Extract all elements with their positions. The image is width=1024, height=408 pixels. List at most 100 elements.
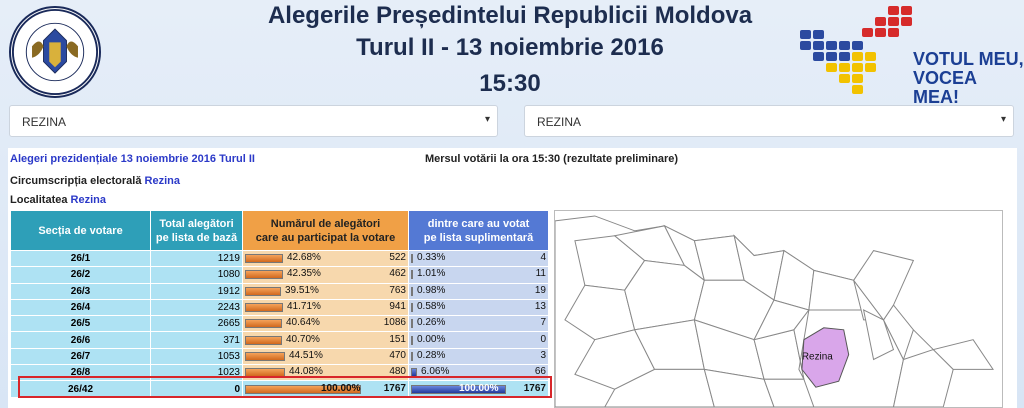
table-row[interactable]: 26/3 1912 39.51% 763 0.98% 19 bbox=[10, 282, 549, 300]
cell-total: 371 bbox=[150, 331, 243, 349]
col-header-supplementary[interactable]: dintre care au votat pe lista suplimentar… bbox=[408, 210, 549, 251]
progress-label: Mersul votării la ora 15:30 (rezultate p… bbox=[425, 153, 679, 165]
district-map[interactable]: Rezina bbox=[554, 210, 1003, 408]
cell-total: 2665 bbox=[150, 315, 243, 333]
supplementary-count: 13 bbox=[534, 301, 546, 313]
participation-pct: 40.64% bbox=[286, 317, 320, 329]
participation-bar bbox=[245, 335, 282, 345]
cell-participants: 42.35% 462 bbox=[242, 266, 409, 284]
supplementary-bar bbox=[411, 335, 413, 345]
dropdown-arrow-icon: ▾ bbox=[484, 114, 490, 125]
cell-supplementary: 100.00% 1767 bbox=[408, 380, 549, 398]
cell-supplementary: 0.58% 13 bbox=[408, 298, 549, 317]
supplementary-pct: 0.28% bbox=[417, 349, 446, 361]
supplementary-bar bbox=[411, 286, 413, 296]
total-row-highlight bbox=[18, 376, 552, 398]
cell-participants: 42.68% 522 bbox=[242, 249, 409, 268]
locality-info: Localitatea Rezina bbox=[10, 194, 106, 206]
cell-participants: 41.71% 941 bbox=[242, 298, 409, 317]
page-subtitle: Turul II - 13 noiembrie 2016 bbox=[356, 34, 664, 61]
cell-supplementary: 1.01% 11 bbox=[408, 266, 549, 284]
participation-bar bbox=[245, 303, 283, 313]
supplementary-bar bbox=[411, 351, 413, 361]
participation-pct: 100.00% bbox=[321, 382, 361, 394]
participation-bar bbox=[245, 319, 282, 329]
cell-section[interactable]: 26/4 bbox=[10, 298, 151, 317]
table-row[interactable]: 26/2 1080 42.35% 462 1.01% 11 bbox=[10, 266, 549, 284]
participation-bar bbox=[245, 286, 281, 296]
supplementary-pct: 0.33% bbox=[417, 252, 446, 264]
supplementary-pct: 0.00% bbox=[417, 333, 446, 345]
cell-participants: 40.70% 151 bbox=[242, 331, 409, 349]
participation-pct: 42.35% bbox=[287, 268, 321, 280]
dropdown-arrow-icon: ▾ bbox=[1000, 114, 1006, 125]
logo-slogan: VOTUL MEU, VOCEA MEA! bbox=[913, 49, 1024, 107]
table-row[interactable]: 26/6 371 40.70% 151 0.00% 0 bbox=[10, 331, 549, 349]
cell-participants: 40.64% 1086 bbox=[242, 315, 409, 333]
cell-section[interactable]: 26/2 bbox=[10, 266, 151, 284]
rezina-map-label: Rezina bbox=[802, 352, 833, 363]
participation-count: 151 bbox=[389, 333, 406, 345]
supplementary-count: 0 bbox=[540, 333, 546, 345]
participation-count: 763 bbox=[389, 284, 406, 296]
participation-pct: 41.71% bbox=[287, 301, 321, 313]
table-row[interactable]: 26/5 2665 40.64% 1086 0.26% 7 bbox=[10, 315, 549, 333]
votul-meu-logo-icon[interactable] bbox=[798, 4, 1018, 98]
cell-section[interactable]: 26/5 bbox=[10, 315, 151, 333]
supplementary-count: 19 bbox=[534, 284, 546, 296]
cell-section[interactable]: 26/1 bbox=[10, 249, 151, 268]
participation-bar bbox=[245, 384, 361, 394]
col-header-section[interactable]: Secția de votare bbox=[10, 210, 151, 251]
results-table: Secția de votare Total alegători pe lista… bbox=[10, 210, 549, 398]
participation-count: 470 bbox=[389, 349, 406, 361]
cell-total: 1080 bbox=[150, 266, 243, 284]
cell-section[interactable]: 26/7 bbox=[10, 347, 151, 366]
supplementary-bar bbox=[411, 303, 413, 313]
supplementary-bar bbox=[411, 270, 413, 280]
locality-select[interactable]: REZINA ▾ bbox=[524, 105, 1014, 137]
participation-count: 941 bbox=[389, 301, 406, 313]
supplementary-count: 1767 bbox=[523, 382, 546, 394]
cell-participants: 39.51% 763 bbox=[242, 282, 409, 300]
supplementary-bar bbox=[411, 319, 413, 329]
table-row[interactable]: 26/1 1219 42.68% 522 0.33% 4 bbox=[10, 249, 549, 268]
supplementary-pct: 0.26% bbox=[417, 317, 446, 329]
cell-section[interactable]: 26/6 bbox=[10, 331, 151, 349]
participation-pct: 44.08% bbox=[289, 366, 323, 378]
cell-section[interactable]: 26/3 bbox=[10, 282, 151, 300]
participation-count: 462 bbox=[389, 268, 406, 280]
supplementary-count: 3 bbox=[540, 349, 546, 361]
col-header-participants[interactable]: Numărul de alegători care au participat l… bbox=[242, 210, 409, 251]
supplementary-pct: 6.06% bbox=[421, 366, 450, 378]
participation-bar bbox=[245, 270, 283, 280]
cell-participants: 44.51% 470 bbox=[242, 347, 409, 366]
supplementary-bar bbox=[411, 254, 413, 264]
supplementary-pct: 1.01% bbox=[417, 268, 446, 280]
page-header: Alegerile Președintelui Republicii Moldo… bbox=[0, 0, 1024, 107]
cell-supplementary: 0.33% 4 bbox=[408, 249, 549, 268]
participation-count: 1767 bbox=[383, 382, 406, 394]
cell-total: 1912 bbox=[150, 282, 243, 300]
participation-pct: 42.68% bbox=[287, 252, 321, 264]
cell-supplementary: 0.00% 0 bbox=[408, 331, 549, 349]
supplementary-count: 7 bbox=[540, 317, 546, 329]
cec-seal-icon[interactable] bbox=[9, 6, 101, 98]
table-row[interactable]: 26/4 2243 41.71% 941 0.58% 13 bbox=[10, 298, 549, 317]
cell-supplementary: 0.28% 3 bbox=[408, 347, 549, 366]
col-header-total[interactable]: Total alegători pe lista de bază bbox=[150, 210, 243, 251]
supplementary-pct: 100.00% bbox=[459, 382, 499, 394]
participation-bar bbox=[245, 254, 283, 264]
election-link[interactable]: Alegeri prezidențiale 13 noiembrie 2016 … bbox=[10, 153, 255, 165]
participation-count: 1086 bbox=[383, 317, 406, 329]
total-row[interactable]: 26/42 0 100.00% 1767 100.00% 1767 bbox=[10, 380, 549, 398]
supplementary-bar bbox=[411, 384, 506, 394]
cell-supplementary: 0.26% 7 bbox=[408, 315, 549, 333]
supplementary-count: 66 bbox=[534, 366, 546, 378]
supplementary-count: 11 bbox=[535, 268, 546, 280]
cell-total: 1053 bbox=[150, 347, 243, 366]
cell-section[interactable]: 26/42 bbox=[10, 380, 151, 398]
table-row[interactable]: 26/7 1053 44.51% 470 0.28% 3 bbox=[10, 347, 549, 366]
participation-count: 522 bbox=[389, 252, 406, 264]
circumscription-select[interactable]: REZINA ▾ bbox=[9, 105, 498, 137]
cell-total: 1219 bbox=[150, 249, 243, 268]
